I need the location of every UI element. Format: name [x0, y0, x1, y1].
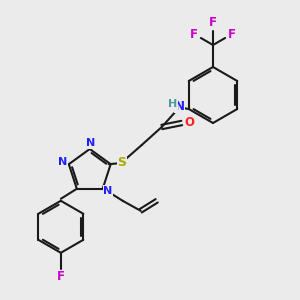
- Text: N: N: [58, 157, 68, 167]
- Text: O: O: [185, 116, 195, 128]
- Text: S: S: [117, 157, 126, 169]
- Text: H: H: [168, 99, 177, 109]
- Text: N: N: [175, 100, 185, 112]
- Text: F: F: [209, 16, 217, 29]
- Text: F: F: [228, 28, 236, 40]
- Text: F: F: [57, 270, 65, 283]
- Text: F: F: [190, 28, 198, 40]
- Text: N: N: [86, 138, 95, 148]
- Text: N: N: [103, 186, 112, 196]
